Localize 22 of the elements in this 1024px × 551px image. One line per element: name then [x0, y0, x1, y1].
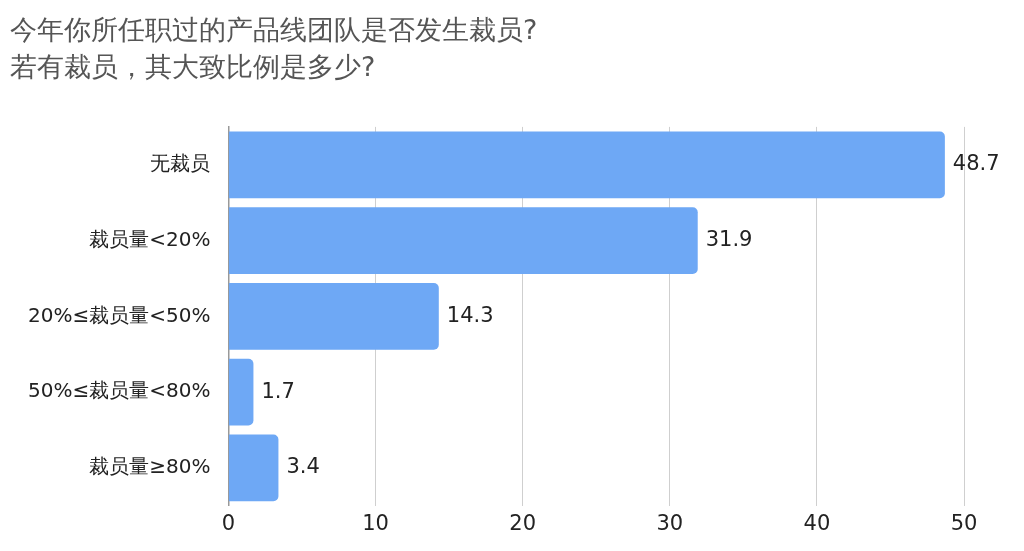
x-tick-label: 50 [950, 510, 978, 535]
bar [228, 207, 698, 274]
y-tick-label: 50%≤裁员量<80% [28, 378, 211, 403]
bar [228, 358, 254, 426]
x-tick-label: 0 [221, 510, 236, 535]
y-tick-label: 20%≤裁员量<50% [28, 302, 211, 327]
data-label: 3.4 [286, 454, 320, 479]
y-tick-label: 裁员量≥80% [89, 454, 211, 479]
data-label: 48.7 [952, 151, 1000, 176]
bar [228, 283, 439, 350]
x-tick-label: 10 [362, 510, 389, 535]
data-label: 1.7 [261, 378, 295, 403]
data-label: 31.9 [705, 227, 753, 252]
bar [228, 131, 945, 199]
x-tick-label: 40 [803, 510, 831, 535]
data-label: 14.3 [446, 302, 494, 327]
x-tick-label: 20 [509, 510, 537, 535]
x-tick-label: 30 [656, 510, 684, 535]
y-tick-label: 无裁员 [150, 150, 211, 175]
bar [228, 434, 279, 502]
chart-title: 今年你所任职过的产品线团队是否发生裁员? 若有裁员，其大致比例是多少? [10, 14, 538, 82]
y-tick-label: 裁员量<20% [89, 226, 211, 251]
